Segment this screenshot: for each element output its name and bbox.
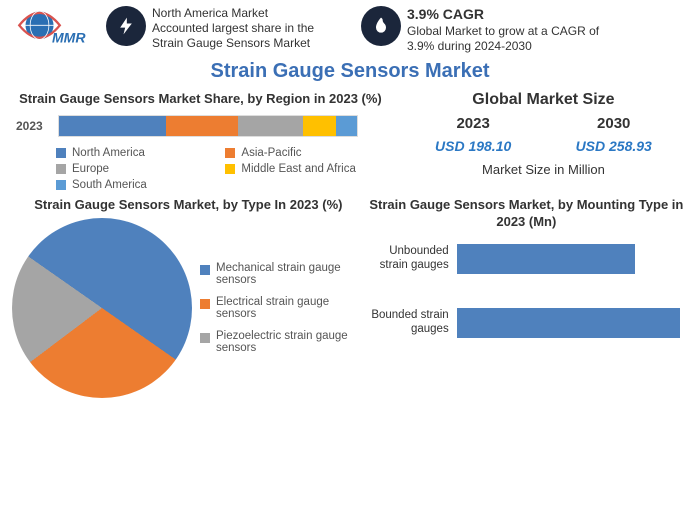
legend-item: North America [56,147,215,159]
type-pie-chart: Strain Gauge Sensors Market, by Type In … [12,197,365,397]
global-market-size: Global Market Size 2023 2030 USD 198.10 … [385,91,684,191]
flame-icon [361,6,401,46]
kpi-cagr-text: 3.9% CAGR Global Market to grow at a CAG… [407,6,616,54]
legend-label: North America [72,147,145,159]
seg-europe [238,116,304,136]
legend-item: Middle East and Africa [225,163,384,175]
legend-label: Middle East and Africa [241,163,355,175]
type-title: Strain Gauge Sensors Market, by Type In … [12,197,365,213]
legend-label: Europe [72,163,109,175]
brand-logo: MMR [12,6,92,54]
mount-title: Strain Gauge Sensors Market, by Mounting… [365,197,688,230]
cagr-headline: 3.9% CAGR [407,6,616,24]
hbar [457,308,680,338]
gms-title: Global Market Size [403,91,684,109]
page-title: Strain Gauge Sensors Market [0,60,700,83]
legend-item: Europe [56,163,215,175]
legend-swatch [200,333,210,343]
kpi-cagr: 3.9% CAGR Global Market to grow at a CAG… [361,6,616,54]
hbar-label: Unbounded strain gauges [365,245,449,273]
gms-val-0: USD 198.10 [435,138,511,154]
legend-item: Asia-Pacific [225,147,384,159]
legend-swatch [200,265,210,275]
pie-chart [12,218,192,398]
share-title: Strain Gauge Sensors Market Share, by Re… [16,91,385,107]
legend-swatch [56,164,66,174]
hbar-track [457,308,685,338]
gms-subtitle: Market Size in Million [403,162,684,177]
legend-item: Mechanical strain gauge sensors [200,262,350,286]
kpi-region-text: North America Market Accounted largest s… [152,6,314,51]
seg-asia-pacific [166,116,238,136]
legend-label: Electrical strain gauge sensors [216,296,350,320]
seg-north-america [59,116,166,136]
legend-label: South America [72,179,147,191]
legend-label: Asia-Pacific [241,147,301,159]
seg-middle-east-and-africa [303,116,336,136]
region-share-chart: Strain Gauge Sensors Market Share, by Re… [16,91,385,191]
legend-swatch [56,180,66,190]
kpi-region-leader: North America Market Accounted largest s… [106,6,351,51]
legend-swatch [225,164,235,174]
hbar-label: Bounded strain gauges [365,309,449,337]
share-legend: North America Asia-Pacific Europe Middle Ea… [56,147,385,191]
legend-swatch [225,148,235,158]
mounting-bar-chart: Strain Gauge Sensors Market, by Mounting… [365,197,688,397]
hbar-track [457,244,685,274]
legend-label: Piezoelectric strain gauge sensors [216,330,350,354]
share-row-label: 2023 [16,119,52,133]
bolt-icon [106,6,146,46]
gms-val-1: USD 258.93 [576,138,652,154]
legend-item: Piezoelectric strain gauge sensors [200,330,350,354]
legend-item: South America [56,179,215,191]
hbar [457,244,635,274]
gms-year-1: 2030 [597,115,630,132]
hbar-row: Bounded strain gauges [365,308,688,338]
legend-item: Electrical strain gauge sensors [200,296,350,320]
legend-swatch [200,299,210,309]
legend-label: Mechanical strain gauge sensors [216,262,350,286]
seg-south-america [336,116,357,136]
hbar-row: Unbounded strain gauges [365,244,688,274]
logo-text: MMR [52,29,86,45]
gms-year-0: 2023 [456,115,489,132]
pie-legend: Mechanical strain gauge sensors Electrica… [200,262,350,354]
legend-swatch [56,148,66,158]
stacked-bar [58,115,358,137]
